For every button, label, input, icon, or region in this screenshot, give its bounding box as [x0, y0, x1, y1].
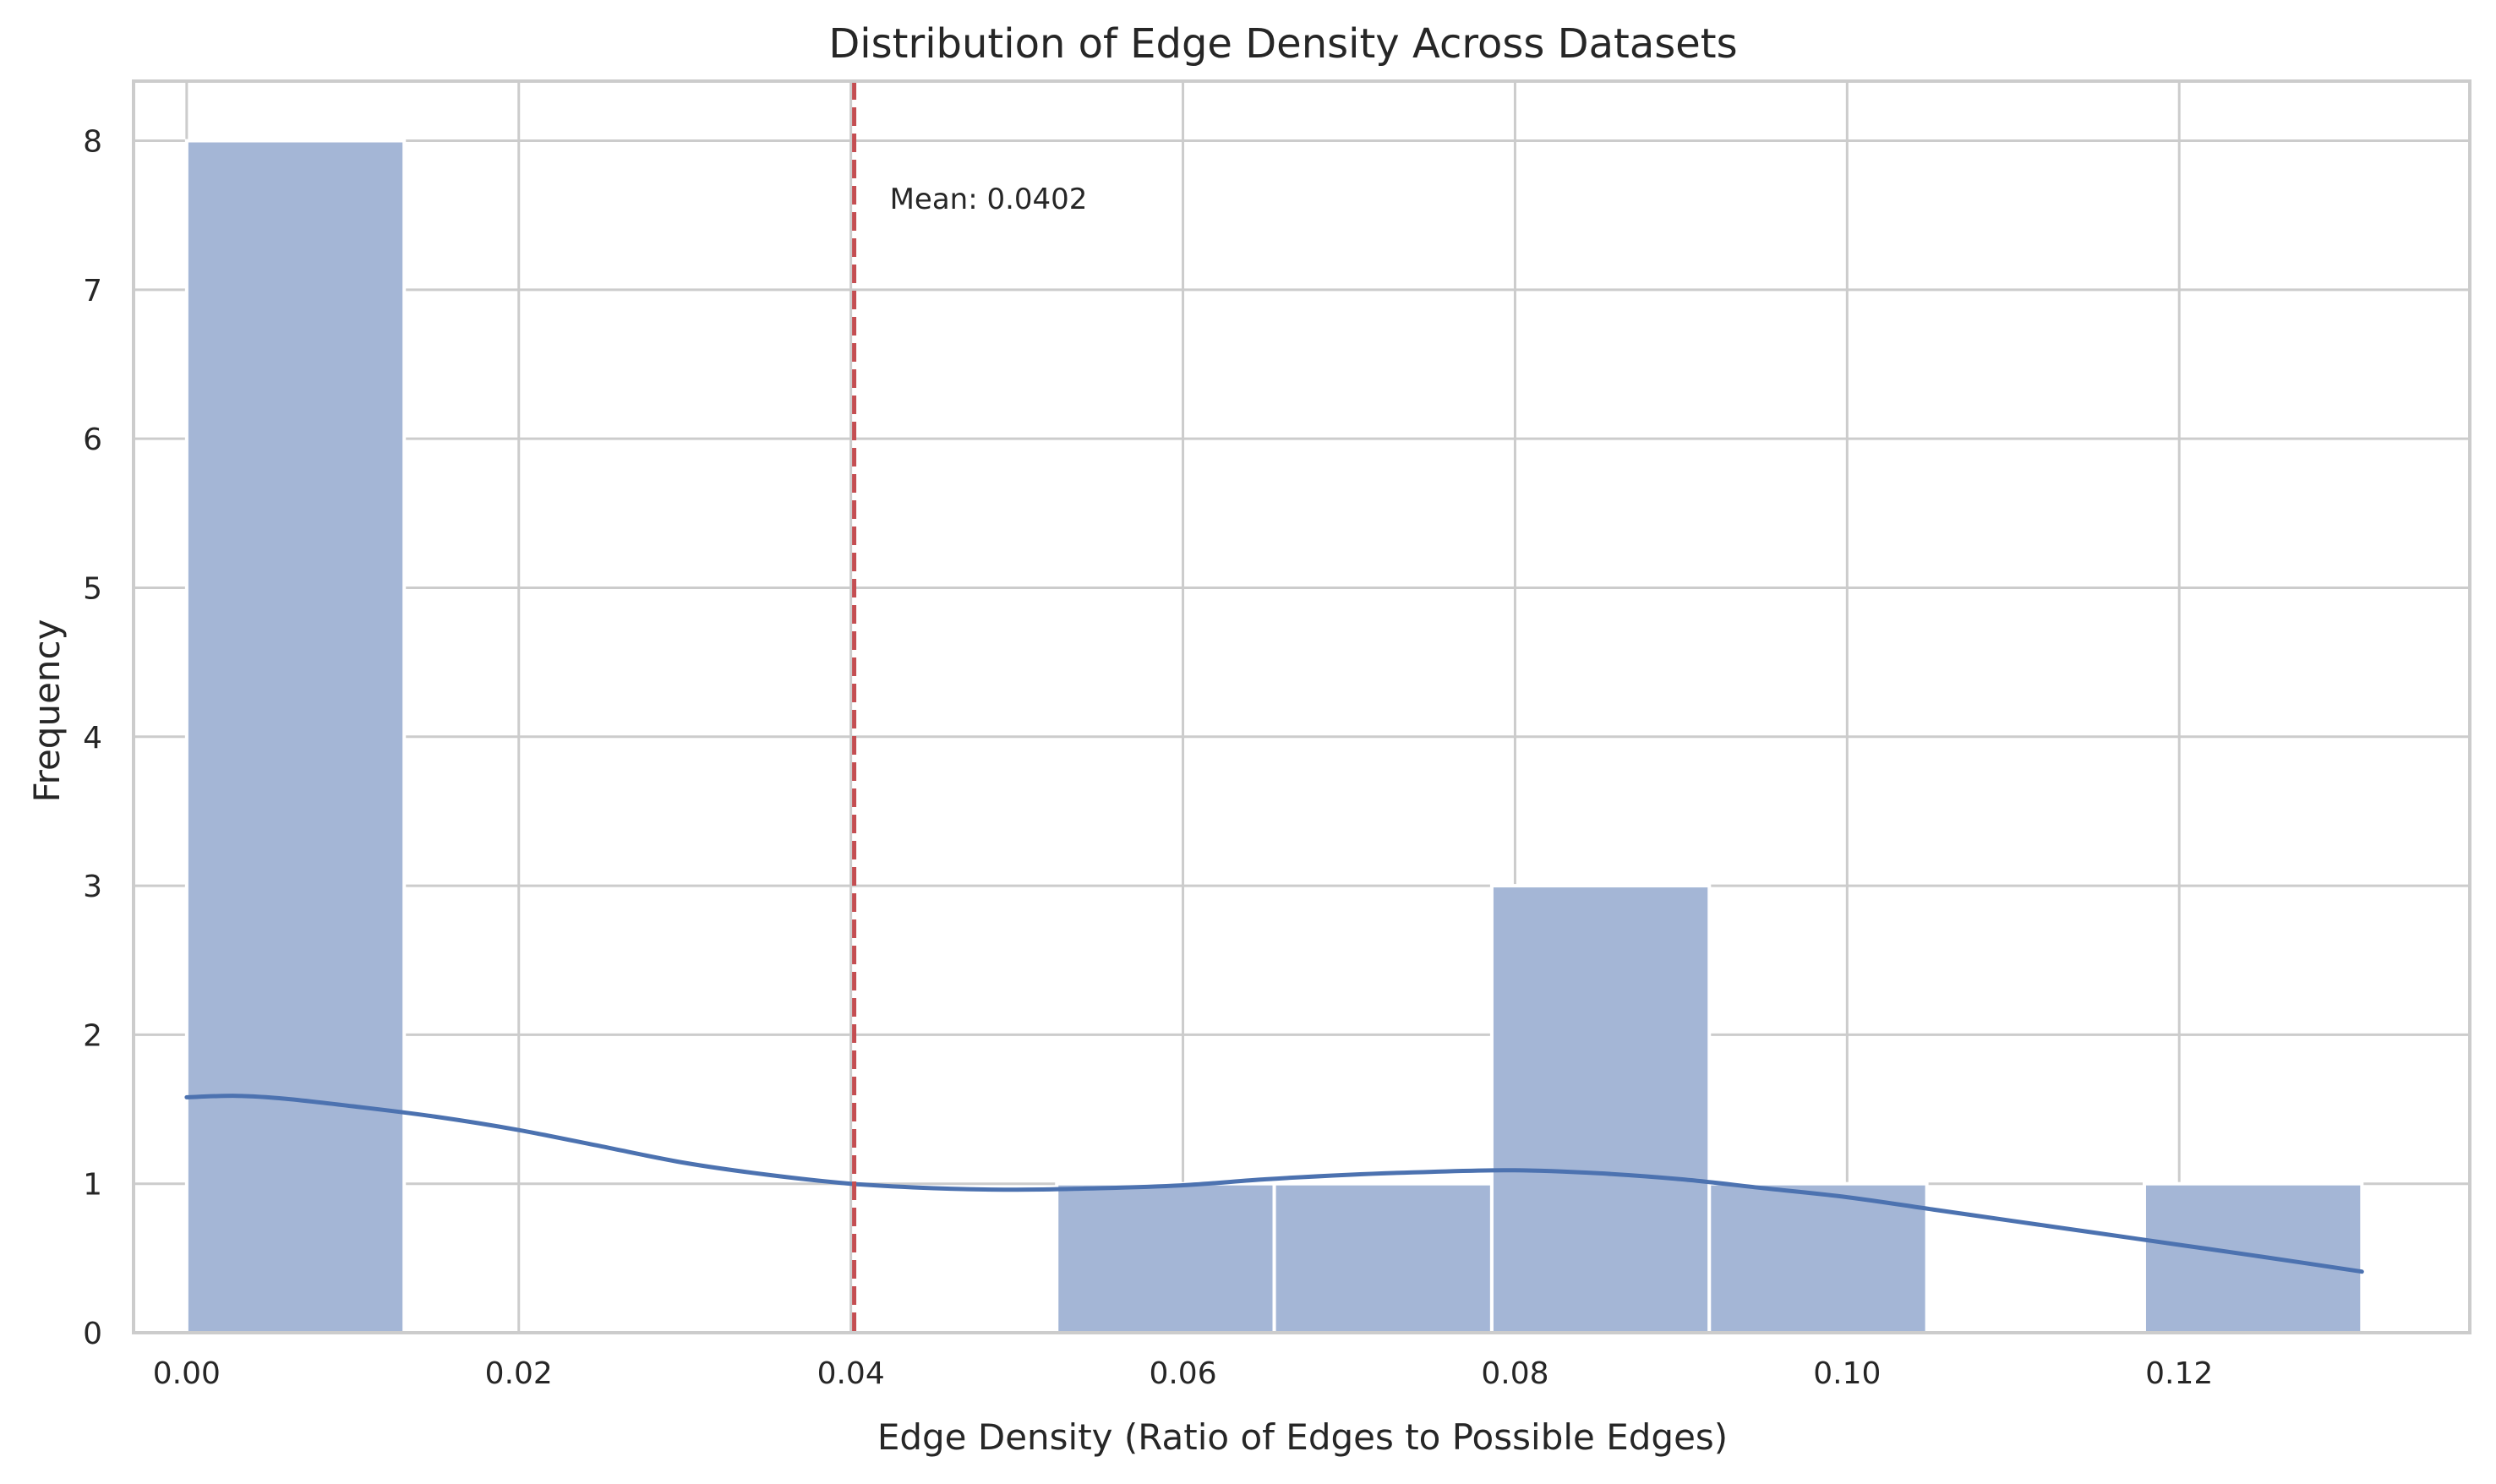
plot-border	[132, 79, 2471, 1334]
x-axis-label: Edge Density (Ratio of Edges to Possible…	[877, 1416, 1728, 1458]
mean-annotation: Mean: 0.0402	[890, 183, 1088, 216]
histogram-bar	[1055, 1181, 1276, 1334]
histogram-bar	[2142, 1181, 2364, 1334]
y-tick-label: 8	[83, 125, 102, 160]
histogram-bar	[1707, 1181, 1929, 1334]
y-tick-label: 1	[83, 1168, 102, 1203]
y-tick-label: 6	[83, 423, 102, 457]
plot-area	[134, 81, 2470, 1333]
y-tick-label: 3	[83, 870, 102, 904]
histogram-bar	[184, 139, 407, 1334]
chart-title: Distribution of Edge Density Across Data…	[828, 20, 1737, 68]
plot-frame	[132, 79, 2471, 1334]
x-tick-label: 0.08	[1481, 1356, 1548, 1391]
y-tick-label: 7	[83, 274, 102, 308]
y-tick-labels: 0 1 2 3 4 5 6 7 8	[83, 125, 102, 1351]
y-tick-label: 4	[83, 721, 102, 756]
histogram-bars	[184, 139, 2364, 1334]
y-tick-label: 5	[83, 571, 102, 606]
x-tick-label: 0.04	[817, 1356, 885, 1391]
y-axis-label: Frequency	[26, 619, 68, 803]
x-tick-label: 0.10	[1813, 1356, 1881, 1391]
y-tick-label: 0	[83, 1317, 102, 1351]
histogram-bar	[1272, 1181, 1494, 1334]
x-tick-label: 0.06	[1149, 1356, 1216, 1391]
x-tick-label: 0.12	[2145, 1356, 2213, 1391]
kde-curve	[184, 1094, 2364, 1274]
grid-lines	[134, 81, 2470, 1334]
x-tick-label: 0.00	[153, 1356, 221, 1391]
x-tick-label: 0.02	[485, 1356, 553, 1391]
mean-line-group: Mean: 0.0402	[852, 81, 1088, 1333]
x-tick-labels: 0.00 0.02 0.04 0.06 0.08 0.10 0.12	[153, 1356, 2214, 1391]
histogram-bar	[1489, 884, 1712, 1334]
y-tick-label: 2	[83, 1018, 102, 1053]
kde-curve-group	[184, 1094, 2364, 1274]
